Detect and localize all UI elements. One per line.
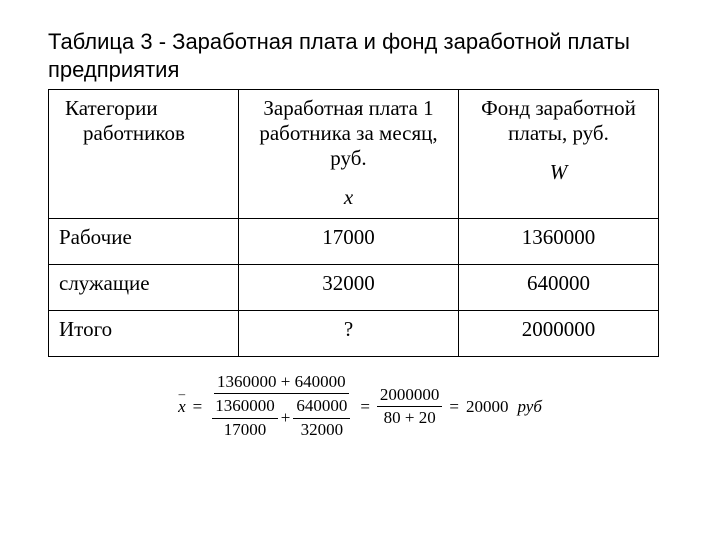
fraction-main: 1360000 + 640000 1360000 17000 + 640000 … [209,371,353,442]
table-row: Итого ? 2000000 [49,311,659,357]
denominator-sum: 1360000 17000 + 640000 32000 [209,394,353,442]
frac-b-num: 640000 [293,395,350,418]
equals-2: = [360,397,370,417]
header-fund-symbol: W [475,160,642,185]
table-header-row: Категории работников Заработная плата 1 … [49,90,659,219]
header-fund-text: Фонд заработной платы, руб. [475,96,642,146]
cell-fund: 1360000 [459,219,659,265]
cell-category: Рабочие [49,219,239,265]
fraction-a: 1360000 17000 [212,395,278,441]
fraction-b: 640000 32000 [293,395,350,441]
salary-table: Категории работников Заработная плата 1 … [48,89,659,357]
plus-sign: + [281,408,291,428]
header-salary: Заработная плата 1 работника за месяц, р… [239,90,459,219]
mid-num: 2000000 [377,384,443,407]
header-fund: Фонд заработной платы, руб. W [459,90,659,219]
result-value: 20000 [466,397,509,417]
cell-salary: 32000 [239,265,459,311]
formula-container: x = 1360000 + 640000 1360000 17000 + 640… [48,371,672,442]
header-salary-text: Заработная плата 1 работника за месяц, р… [255,96,442,171]
result-unit: руб [518,397,542,417]
x-bar: x [178,397,186,417]
fraction-mid: 2000000 80 + 20 [377,384,443,430]
cell-fund: 2000000 [459,311,659,357]
cell-salary: ? [239,311,459,357]
cell-salary: 17000 [239,219,459,265]
formula: x = 1360000 + 640000 1360000 17000 + 640… [178,371,542,442]
numerator-sum: 1360000 + 640000 [214,371,349,394]
equals-1: = [193,397,203,417]
cell-category: служащие [49,265,239,311]
equals-3: = [449,397,459,417]
frac-a-den: 17000 [221,419,270,441]
table-row: служащие 32000 640000 [49,265,659,311]
frac-a-num: 1360000 [212,395,278,418]
header-salary-symbol: x [255,185,442,210]
frac-b-den: 32000 [298,419,347,441]
header-categories: Категории работников [49,90,239,219]
table-caption: Таблица 3 - Заработная плата и фонд зара… [48,28,672,83]
cell-category: Итого [49,311,239,357]
cell-fund: 640000 [459,265,659,311]
mid-den: 80 + 20 [381,407,439,429]
table-row: Рабочие 17000 1360000 [49,219,659,265]
